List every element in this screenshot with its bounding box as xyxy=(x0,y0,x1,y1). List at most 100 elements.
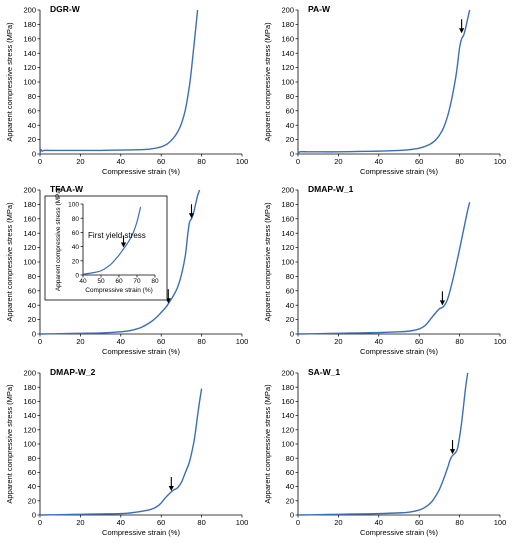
yield-arrow-head xyxy=(188,213,195,219)
x-tick-label: 60 xyxy=(157,337,165,346)
y-tick-label: 120 xyxy=(281,425,294,434)
y-tick-label: 180 xyxy=(281,200,294,209)
y-tick-label: 200 xyxy=(281,369,294,378)
x-tick-label: 0 xyxy=(296,337,300,346)
y-tick-label: 200 xyxy=(23,6,36,15)
x-tick-label: 80 xyxy=(455,518,463,527)
stress-strain-curve xyxy=(297,202,471,335)
y-tick-label: 160 xyxy=(281,397,294,406)
y-tick-label: 200 xyxy=(23,369,36,378)
x-tick-label: 20 xyxy=(76,157,84,166)
y-tick-label: 40 xyxy=(28,121,36,130)
y-tick-label: 160 xyxy=(23,397,36,406)
chart-panel: 0 20 40 60 80 100020406080100120140160180200C… xyxy=(5,367,248,537)
x-tick-label: 40 xyxy=(375,157,383,166)
chart-panel: 0 20 40 60 80 100020406080100120140160180200C… xyxy=(263,184,506,356)
chart-panel: 0 20 40 60 80 100020406080100120140160180200C… xyxy=(263,367,506,537)
y-tick-label: 60 xyxy=(28,106,36,115)
x-axis-title: Compressive strain (%) xyxy=(360,167,438,176)
y-tick-label: 200 xyxy=(281,6,294,15)
x-tick-label: 80 xyxy=(455,337,463,346)
y-tick-label: 20 xyxy=(72,258,80,265)
y-tick-label: 40 xyxy=(286,301,294,310)
y-tick-label: 0 xyxy=(32,150,36,159)
panel-title: DGR-W xyxy=(50,4,81,14)
x-tick-label: 20 xyxy=(334,518,342,527)
y-tick-label: 80 xyxy=(28,454,36,463)
y-tick-label: 100 xyxy=(281,78,294,87)
y-tick-label: 0 xyxy=(290,150,294,159)
x-tick-label: 40 xyxy=(79,278,87,285)
y-tick-label: 80 xyxy=(286,272,294,281)
x-tick-label: 60 xyxy=(415,157,423,166)
y-tick-label: 160 xyxy=(23,214,36,223)
x-tick-label: 70 xyxy=(133,278,141,285)
stress-strain-curve xyxy=(39,189,201,335)
y-tick-label: 40 xyxy=(286,482,294,491)
y-tick-label: 120 xyxy=(281,243,294,252)
x-tick-label: 50 xyxy=(97,278,105,285)
y-tick-label: 120 xyxy=(23,243,36,252)
inset-curve xyxy=(82,206,142,275)
x-tick-label: 0 xyxy=(38,157,42,166)
y-tick-label: 60 xyxy=(286,468,294,477)
inset-arrow-head xyxy=(120,242,127,248)
y-tick-label: 140 xyxy=(23,411,36,420)
y-tick-label: 140 xyxy=(23,229,36,238)
inset-frame xyxy=(44,195,168,301)
x-tick-label: 0 xyxy=(296,518,300,527)
y-tick-label: 180 xyxy=(23,200,36,209)
x-tick-label: 60 xyxy=(415,337,423,346)
x-tick-label: 60 xyxy=(115,278,123,285)
y-tick-label: 20 xyxy=(28,135,36,144)
panel-title: TFAA-W xyxy=(50,184,84,194)
y-tick-label: 20 xyxy=(286,135,294,144)
x-axis-title: Compressive strain (%) xyxy=(360,528,438,537)
inset-chart: 40 50 60 70 80 0 20 40 60 80 100 Compressive strain… xyxy=(55,188,159,294)
y-tick-label: 60 xyxy=(286,286,294,295)
x-tick-label: 20 xyxy=(76,337,84,346)
x-tick-label: 60 xyxy=(157,518,165,527)
stress-strain-curve xyxy=(297,372,469,516)
chart-panel: 0 20 40 60 80 100020406080100120140160180200C… xyxy=(5,184,248,356)
y-tick-label: 20 xyxy=(28,315,36,324)
yield-arrow-head xyxy=(459,28,465,34)
y-tick-label: 80 xyxy=(286,92,294,101)
y-tick-label: 80 xyxy=(286,454,294,463)
y-tick-label: 140 xyxy=(281,229,294,238)
y-tick-label: 180 xyxy=(281,20,294,29)
y-tick-label: 0 xyxy=(32,511,36,520)
y-tick-label: 140 xyxy=(23,49,36,58)
y-tick-label: 40 xyxy=(28,482,36,491)
x-tick-label: 60 xyxy=(415,518,423,527)
yield-arrow-head xyxy=(439,300,446,306)
x-axis-title: Compressive strain (%) xyxy=(360,347,438,356)
y-tick-label: 140 xyxy=(281,49,294,58)
x-tick-label: 40 xyxy=(117,157,125,166)
y-axis-title: Apparent compressive stress (MPa) xyxy=(55,188,62,291)
x-tick-label: 60 xyxy=(157,157,165,166)
x-tick-label: 0 xyxy=(38,337,42,346)
y-tick-label: 40 xyxy=(286,121,294,130)
x-axis-title: Compressive strain (%) xyxy=(102,528,180,537)
x-axis-title: Compressive strain (%) xyxy=(102,167,180,176)
stress-strain-curve xyxy=(297,9,471,155)
x-tick-label: 100 xyxy=(494,157,507,166)
y-tick-label: 140 xyxy=(281,411,294,420)
stress-strain-curve xyxy=(39,388,203,516)
y-tick-label: 160 xyxy=(281,214,294,223)
y-tick-label: 0 xyxy=(290,511,294,520)
y-tick-label: 40 xyxy=(72,244,80,251)
x-tick-label: 80 xyxy=(197,337,205,346)
yield-arrow-head xyxy=(449,449,456,455)
y-axis-title: Apparent compressive stress (MPa) xyxy=(263,22,272,142)
y-tick-label: 100 xyxy=(23,258,36,267)
y-tick-label: 20 xyxy=(286,315,294,324)
x-tick-label: 80 xyxy=(455,157,463,166)
x-tick-label: 0 xyxy=(38,518,42,527)
y-axis-title: Apparent compressive stress (MPa) xyxy=(5,202,14,322)
x-tick-label: 40 xyxy=(375,337,383,346)
x-tick-label: 0 xyxy=(296,157,300,166)
y-tick-label: 60 xyxy=(28,468,36,477)
chart-panel: 0 20 40 60 80 100020406080100120140160180200C… xyxy=(263,4,506,176)
